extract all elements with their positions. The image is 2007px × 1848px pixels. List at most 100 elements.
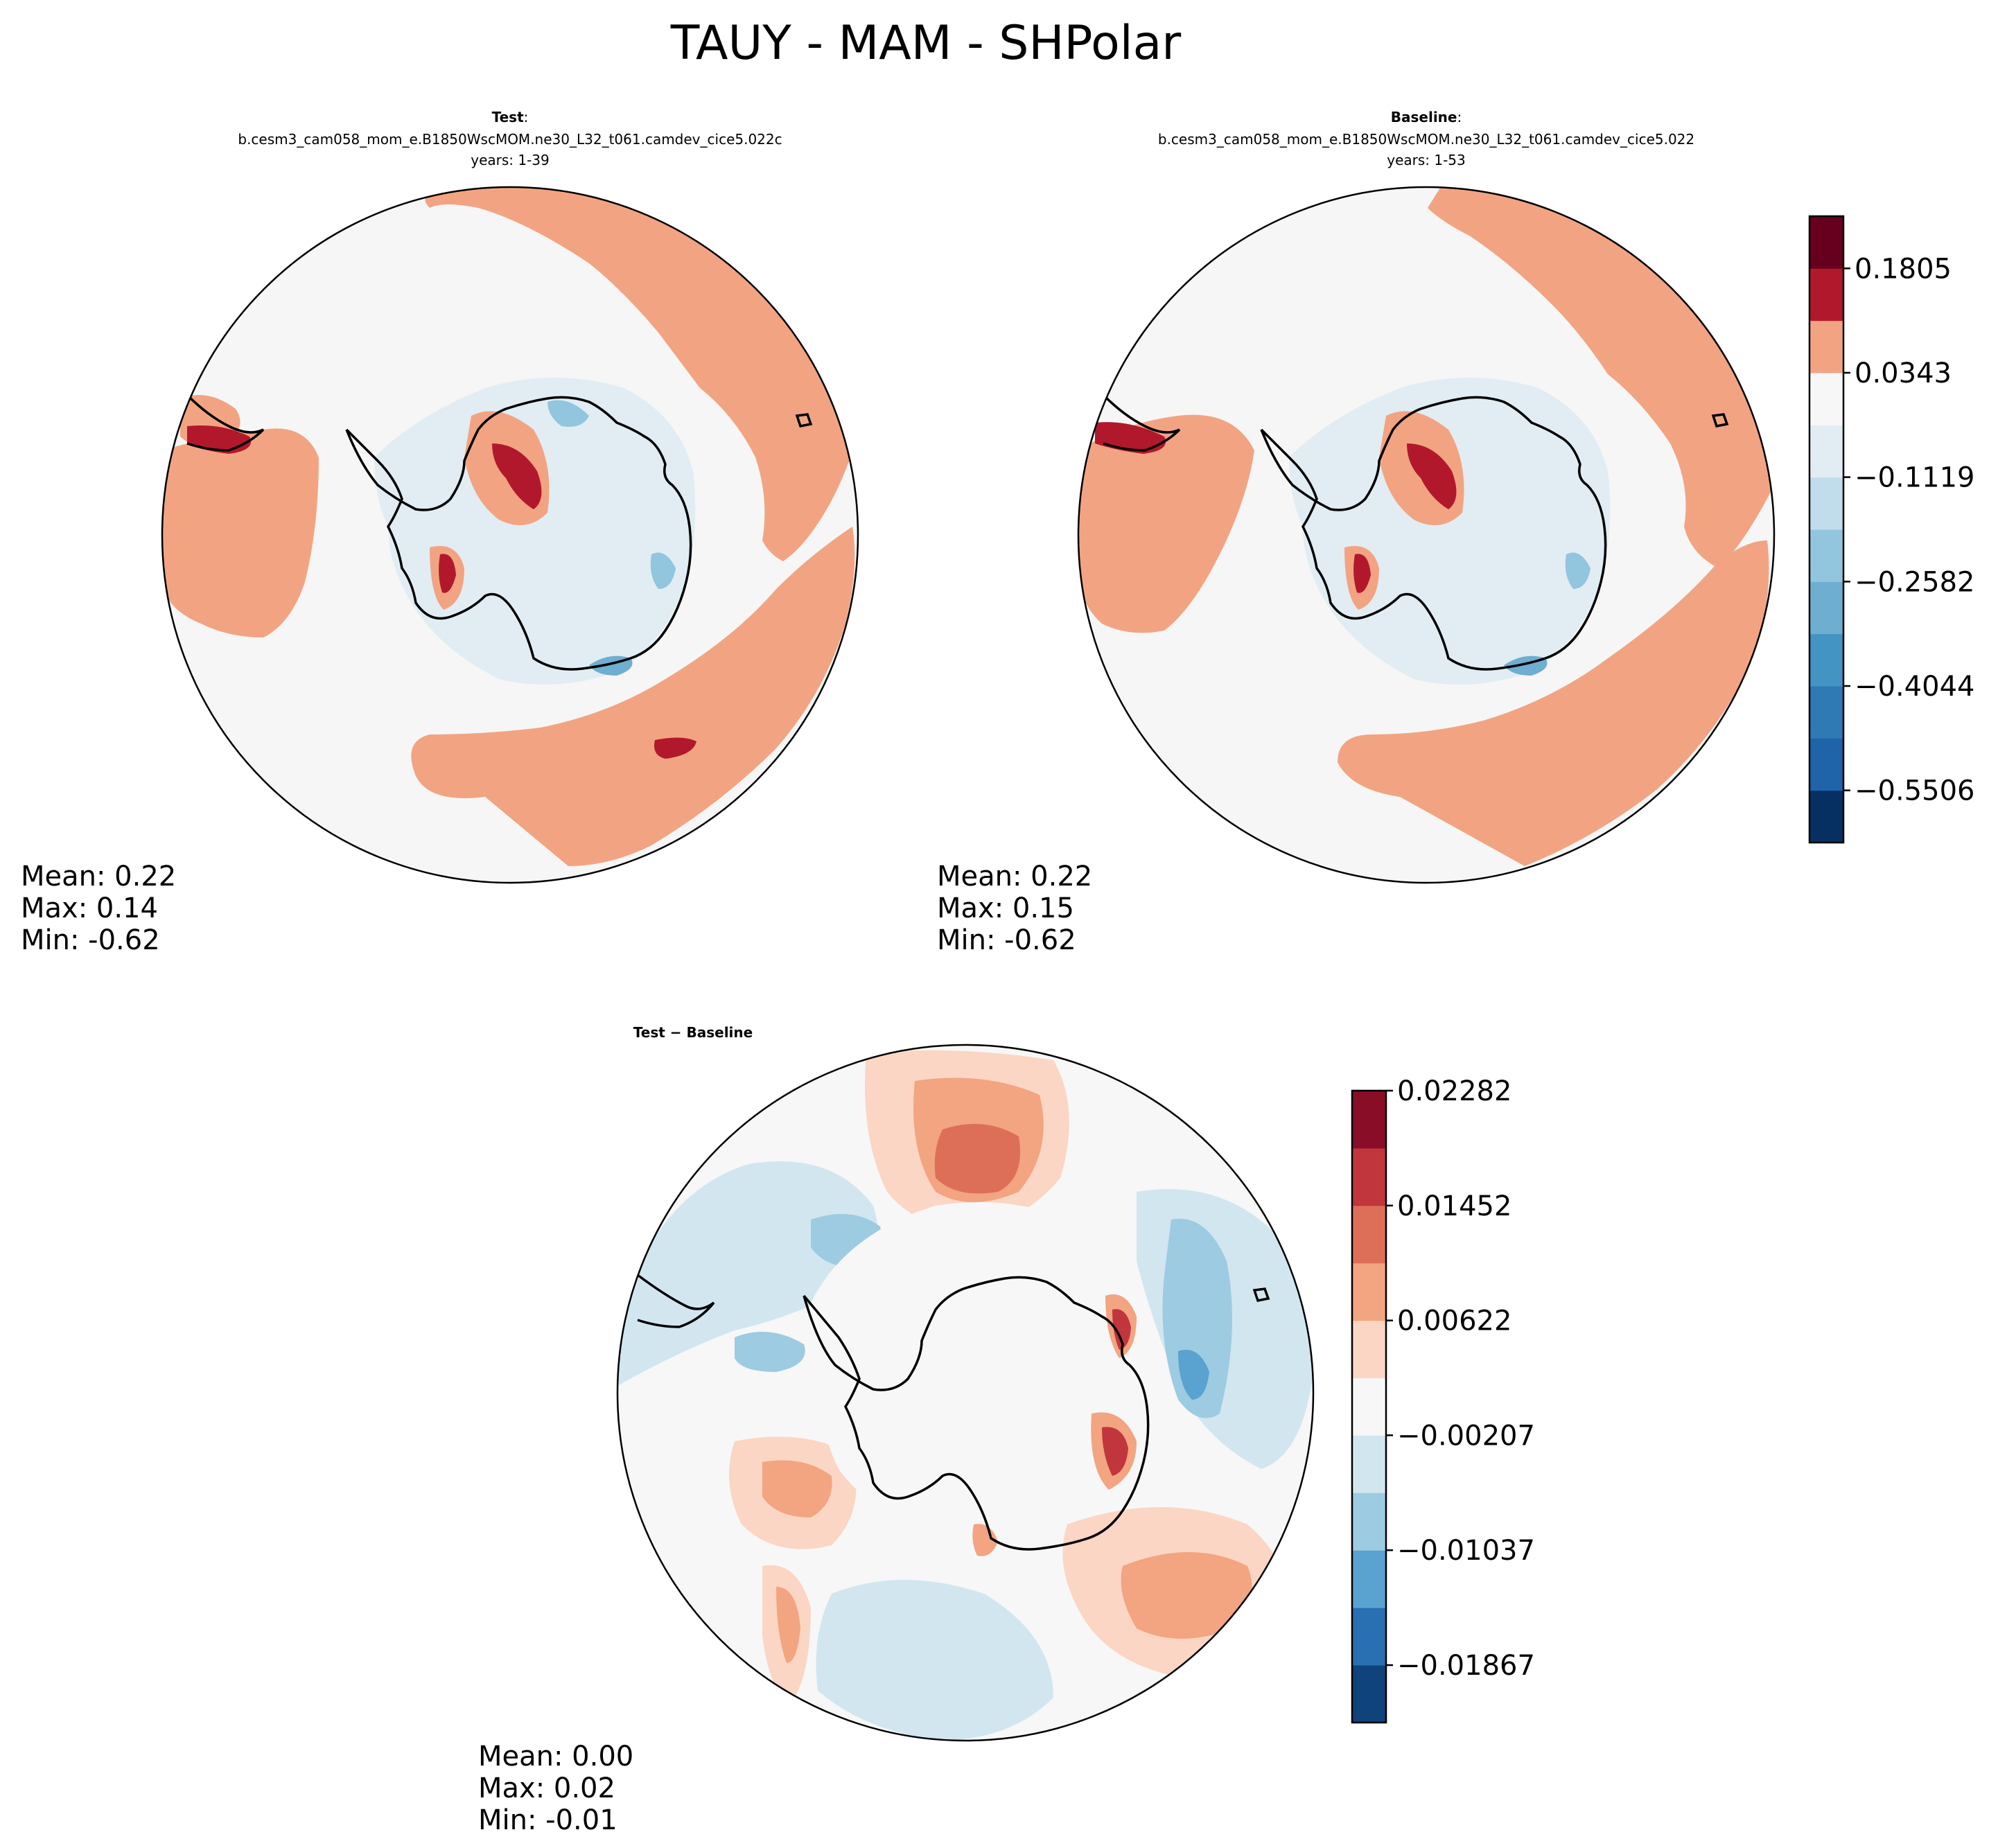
panel-diff-strong-coast-2	[1102, 1427, 1128, 1476]
panel-baseline-stat-mean: Mean: 0.22	[937, 861, 1092, 892]
panel-test-coast-islet-1	[795, 413, 813, 428]
colorbar-diff-swatch	[1352, 1665, 1386, 1723]
panel-baseline-stat-max: Max: 0.15	[937, 892, 1074, 924]
panel-baseline-years: years: 1-53	[1387, 152, 1466, 168]
panel-baseline-coast-s-america	[1102, 394, 1181, 452]
colorbar-main-frame	[1808, 215, 1845, 844]
colorbar-main-tick-label: −0.5506	[1855, 775, 1974, 807]
colorbar-diff-tick-label: −0.01867	[1397, 1650, 1535, 1682]
panel-diff-positive-strong-n	[934, 1124, 1020, 1194]
colorbar-diff-swatch	[1352, 1147, 1386, 1206]
colorbar-main-swatch	[1809, 633, 1843, 687]
colorbar-diff-frame	[1351, 1089, 1387, 1724]
panel-baseline-subtitle: b.cesm3_cam058_mom_e.B1850WscMOM.ne30_L3…	[1158, 131, 1694, 148]
panel-diff-title: Test − Baseline	[633, 1024, 753, 1041]
panel-diff-positive-coast-3	[972, 1524, 998, 1556]
panel-test-coastline	[345, 396, 692, 671]
colorbar-main-swatch	[1809, 268, 1843, 322]
panel-baseline-title: Baseline:	[1391, 109, 1462, 125]
colorbar-diff-ticks: 0.02282 0.01452 0.00622 −0.00207 −0.01037 −0.…	[1386, 1075, 1535, 1682]
colorbar-diff-swatch	[1352, 1608, 1386, 1666]
colorbar-main-swatch	[1809, 686, 1843, 739]
panel-diff-coast-islet-1	[1252, 1287, 1270, 1303]
colorbar-diff-swatch	[1352, 1435, 1386, 1493]
panel-test-negative-core-2	[650, 552, 676, 589]
panel-test-positive-band-w	[162, 428, 319, 637]
panel-test-antarctic-region	[374, 378, 696, 685]
panel-baseline-coastline	[1260, 396, 1607, 671]
panel-diff-stat-max: Max: 0.02	[478, 1772, 615, 1804]
panel-baseline-strong-peninsula	[1407, 443, 1457, 509]
panel-baseline-stat-min: Min: -0.62	[937, 924, 1076, 956]
panel-baseline-strong-ross	[1353, 554, 1371, 593]
colorbar-diff-swatch	[1352, 1091, 1386, 1149]
colorbar-diff-tick-label: 0.01452	[1397, 1190, 1511, 1222]
colorbar-diff-swatches	[1352, 1091, 1386, 1723]
colorbar-main-swatch	[1809, 738, 1843, 791]
colorbar-main-swatch	[1809, 790, 1843, 843]
panel-baseline: Baseline: b.cesm3_cam058_mom_e.B1850WscM…	[937, 109, 1974, 956]
panel-diff-map	[617, 1045, 1313, 1741]
colorbar-main-swatch	[1809, 372, 1843, 425]
colorbar-main-swatch	[1809, 581, 1843, 635]
colorbar-main-swatch	[1809, 425, 1843, 478]
colorbar-main-tick-label: −0.2582	[1855, 566, 1974, 598]
panel-diff-positive-mid-se	[1121, 1552, 1252, 1639]
panel-test-strong-ross	[439, 554, 456, 593]
colorbar-main-swatch	[1809, 320, 1843, 373]
colorbar-main-ticks: 0.1805 0.0343 −0.1119 −0.2582 −0.4044 −0.5506	[1843, 253, 1974, 807]
panel-baseline-positive-band-w	[1078, 414, 1254, 633]
panel-baseline-map-border	[1077, 186, 1776, 884]
panel-baseline-positive-band-se	[1338, 540, 1769, 866]
panel-test-subtitle: b.cesm3_cam058_mom_e.B1850WscMOM.ne30_L3…	[238, 131, 782, 148]
panel-baseline-map	[1078, 187, 1774, 883]
panel-test: Test: b.cesm3_cam058_mom_e.B1850WscMOM.n…	[21, 109, 859, 956]
panel-baseline-negative-core-2	[1565, 552, 1590, 589]
colorbar-diff-swatch	[1352, 1493, 1386, 1551]
panel-diff-stat-min: Min: -0.01	[478, 1804, 617, 1836]
colorbar-diff-tick-label: 0.02282	[1397, 1075, 1511, 1107]
colorbar-diff-tick-label: 0.00622	[1397, 1305, 1511, 1337]
colorbar-main-tick-label: 0.0343	[1855, 358, 1952, 389]
panel-baseline-coast-islet-1	[1711, 413, 1729, 428]
panel-diff-map-border	[616, 1044, 1315, 1742]
panel-diff-positive-mid-sw	[776, 1587, 800, 1663]
panel-test-negative-core-3	[547, 400, 589, 427]
panel-diff-negative-core	[1178, 1350, 1209, 1400]
panel-test-years: years: 1-39	[471, 152, 550, 168]
colorbar-main: 0.1805 0.0343 −0.1119 −0.2582 −0.4044 −0.5506	[1808, 215, 1974, 844]
panel-diff-negative-broad-s	[816, 1580, 1053, 1741]
panel-diff-antarctic-interior	[811, 1202, 1137, 1533]
panel-test-map-border	[161, 186, 859, 884]
panel-test-stat-min: Min: -0.62	[21, 924, 160, 956]
colorbar-main-swatch	[1809, 216, 1843, 269]
panel-diff-negative-broad-w	[617, 1161, 878, 1386]
colorbar-diff-tick-label: −0.01037	[1397, 1535, 1535, 1567]
colorbar-diff-swatch	[1352, 1262, 1386, 1321]
panel-diff-stat-mean: Mean: 0.00	[478, 1741, 633, 1772]
panel-baseline-antarctic-region	[1289, 378, 1611, 685]
panel-diff-negative-mid-3	[735, 1332, 805, 1372]
panel-diff-coast-s-america	[636, 1274, 715, 1328]
colorbar-diff-tick-label: −0.00207	[1397, 1420, 1535, 1452]
panel-diff: Test − Baseline	[478, 1024, 1535, 1836]
colorbar-main-swatches	[1809, 216, 1843, 843]
panel-diff-coastline	[803, 1276, 1150, 1551]
colorbar-main-swatch	[1809, 477, 1843, 530]
colorbar-diff-swatch	[1352, 1320, 1386, 1379]
panel-test-strong-patch-a	[654, 737, 696, 759]
colorbar-main-swatch	[1809, 529, 1843, 582]
panel-test-positive-band-se	[411, 527, 855, 866]
colorbar-diff: 0.02282 0.01452 0.00622 −0.00207 −0.01037 −0.…	[1351, 1075, 1535, 1724]
colorbar-main-tick-label: 0.1805	[1855, 253, 1952, 285]
panel-diff-strong-coast-1	[1112, 1309, 1131, 1350]
panel-test-title: Test:	[492, 109, 529, 125]
panel-test-stat-max: Max: 0.14	[21, 892, 158, 924]
figure-title: TAUY - MAM - SHPolar	[670, 16, 1182, 71]
colorbar-main-tick-label: −0.1119	[1855, 462, 1974, 494]
colorbar-diff-swatch	[1352, 1378, 1386, 1436]
panel-diff-positive-mid-w	[762, 1460, 832, 1517]
panel-test-strong-peninsula	[492, 443, 542, 509]
colorbar-diff-swatch	[1352, 1550, 1386, 1608]
